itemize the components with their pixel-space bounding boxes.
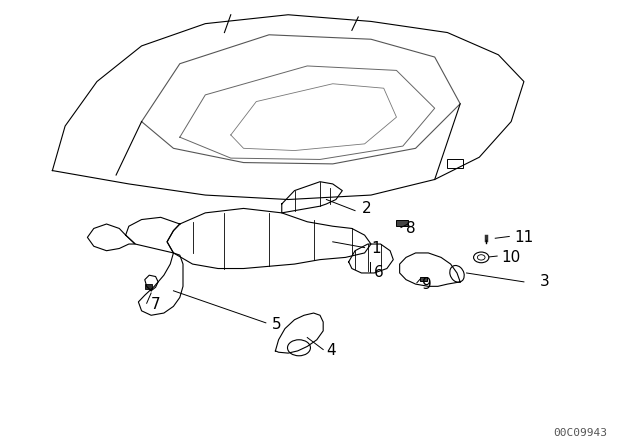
Text: 9: 9: [422, 276, 432, 292]
Text: 1: 1: [371, 241, 381, 256]
Polygon shape: [420, 276, 427, 281]
Text: 5: 5: [272, 317, 282, 332]
Text: 6: 6: [374, 266, 384, 280]
Text: 10: 10: [502, 250, 521, 265]
Text: 00C09943: 00C09943: [553, 428, 607, 438]
Text: 2: 2: [362, 201, 371, 216]
Text: 3: 3: [540, 274, 550, 289]
Text: 4: 4: [326, 343, 336, 358]
Text: 7: 7: [151, 297, 161, 312]
Polygon shape: [396, 220, 408, 226]
Text: 11: 11: [515, 230, 534, 245]
Text: 8: 8: [406, 221, 415, 236]
Polygon shape: [145, 284, 152, 289]
